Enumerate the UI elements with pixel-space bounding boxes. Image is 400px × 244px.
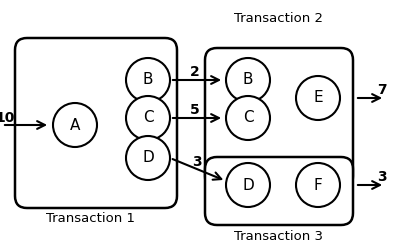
Text: 3: 3: [377, 170, 387, 184]
Text: 7: 7: [377, 83, 387, 97]
Text: D: D: [142, 151, 154, 165]
Text: A: A: [70, 118, 80, 132]
Text: C: C: [243, 111, 253, 125]
Text: 2: 2: [190, 65, 200, 79]
Circle shape: [226, 163, 270, 207]
Text: Transaction 2: Transaction 2: [234, 11, 324, 24]
Text: 3: 3: [192, 155, 202, 169]
Circle shape: [126, 58, 170, 102]
Text: B: B: [143, 72, 153, 88]
Text: E: E: [313, 91, 323, 105]
Circle shape: [226, 58, 270, 102]
Text: C: C: [143, 111, 153, 125]
Text: Transaction 3: Transaction 3: [234, 230, 324, 243]
Circle shape: [296, 76, 340, 120]
Text: 10: 10: [0, 111, 15, 125]
Circle shape: [53, 103, 97, 147]
FancyBboxPatch shape: [15, 38, 177, 208]
Text: F: F: [314, 177, 322, 193]
Circle shape: [296, 163, 340, 207]
Text: D: D: [242, 177, 254, 193]
Text: Transaction 1: Transaction 1: [46, 212, 134, 224]
Circle shape: [126, 136, 170, 180]
Text: B: B: [243, 72, 253, 88]
Circle shape: [226, 96, 270, 140]
Circle shape: [126, 96, 170, 140]
FancyBboxPatch shape: [205, 157, 353, 225]
Text: 5: 5: [190, 103, 200, 117]
FancyBboxPatch shape: [205, 48, 353, 188]
